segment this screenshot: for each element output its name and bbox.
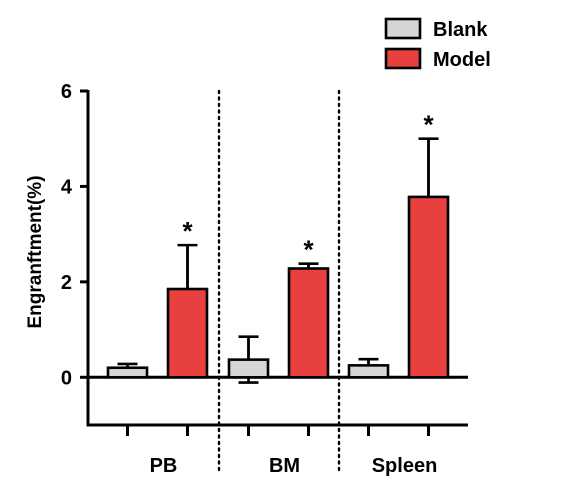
group-separators [217, 89, 341, 472]
significance-marker-spleen: * [423, 110, 434, 140]
y-tick-label-0: 0 [61, 367, 72, 389]
x-category-label-bm: BM [269, 455, 300, 477]
y-tick-label-6: 6 [61, 81, 72, 103]
bar-blank-pb [106, 366, 149, 379]
significance-marker-bm: * [303, 235, 314, 265]
y-tick-label-2: 2 [61, 272, 72, 294]
axes: 0 2 4 6 Engranftment(%) [25, 81, 468, 436]
significance-marker-pb: * [182, 216, 193, 246]
legend: Blank Model [384, 17, 491, 71]
legend-swatch-blank [384, 17, 422, 40]
y-axis-label: Engranftment(%) [25, 175, 46, 328]
legend-label-blank: Blank [433, 19, 488, 41]
labels: * PB * BM * Spleen [150, 110, 438, 477]
bar-model-spleen [407, 195, 450, 379]
x-category-label-pb: PB [150, 455, 178, 477]
x-category-label-spleen: Spleen [372, 455, 438, 477]
bar-model-pb [166, 287, 209, 379]
legend-swatch-model [384, 47, 422, 70]
bars [106, 137, 450, 384]
bar-blank-spleen [347, 364, 390, 379]
y-tick-label-4: 4 [61, 176, 73, 198]
legend-label-model: Model [433, 49, 491, 71]
bar-model-bm [287, 267, 330, 379]
bar-blank-bm [227, 358, 270, 379]
